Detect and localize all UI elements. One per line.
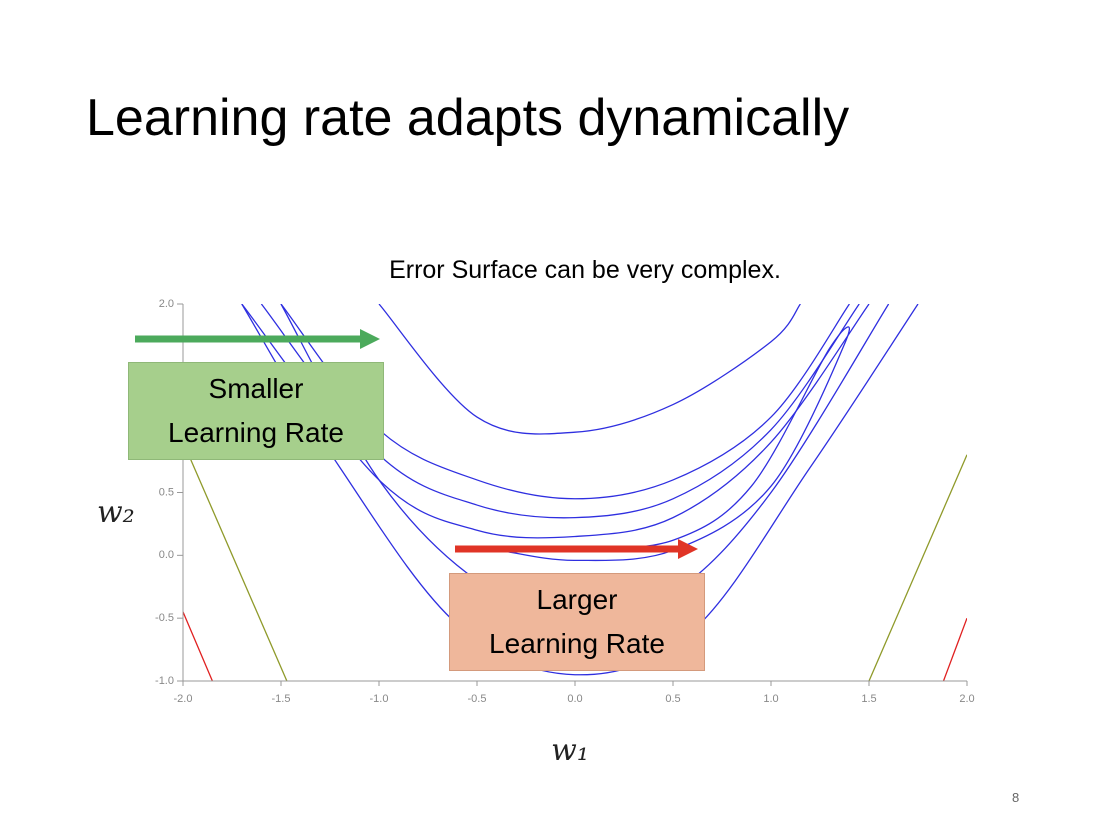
x-tick-label: -1.0 (370, 693, 389, 705)
annotation-box: Smaller Learning Rate (128, 362, 384, 460)
contour-line (942, 617, 967, 681)
contour-line (183, 611, 213, 681)
x-tick-label: -1.5 (272, 693, 291, 705)
annotation-box: Larger Learning Rate (449, 573, 705, 671)
red-arrow-head (678, 539, 698, 559)
y-tick-label: 2.0 (159, 298, 174, 310)
x-tick-label: 1.0 (763, 693, 778, 705)
x-tick-label: 2.0 (959, 693, 974, 705)
green-arrow-head (360, 329, 380, 349)
x-tick-label: 1.5 (861, 693, 876, 705)
y-axis-label: w₂ (97, 495, 135, 530)
y-tick-label: 0.5 (159, 486, 174, 498)
slide-title: Learning rate adapts dynamically (86, 89, 850, 147)
contour-line (506, 326, 850, 562)
x-tick-label: -0.5 (468, 693, 487, 705)
x-tick-label: -2.0 (174, 693, 193, 705)
y-tick-label: -1.0 (155, 675, 174, 687)
page-number: 8 (1012, 790, 1020, 805)
contour-line (280, 304, 890, 620)
x-axis-label: w₁ (551, 733, 589, 768)
contour-line (378, 304, 801, 435)
chart-title: Error Surface can be very complex. (389, 256, 781, 284)
y-tick-label: -0.5 (155, 612, 174, 624)
contour-line (190, 459, 288, 681)
contour-line (241, 304, 919, 676)
y-tick-label: 0.0 (159, 549, 174, 561)
x-tick-label: 0.0 (567, 693, 582, 705)
x-tick-label: 0.5 (665, 693, 680, 705)
contour-line (241, 304, 870, 539)
contour-line (868, 454, 967, 681)
